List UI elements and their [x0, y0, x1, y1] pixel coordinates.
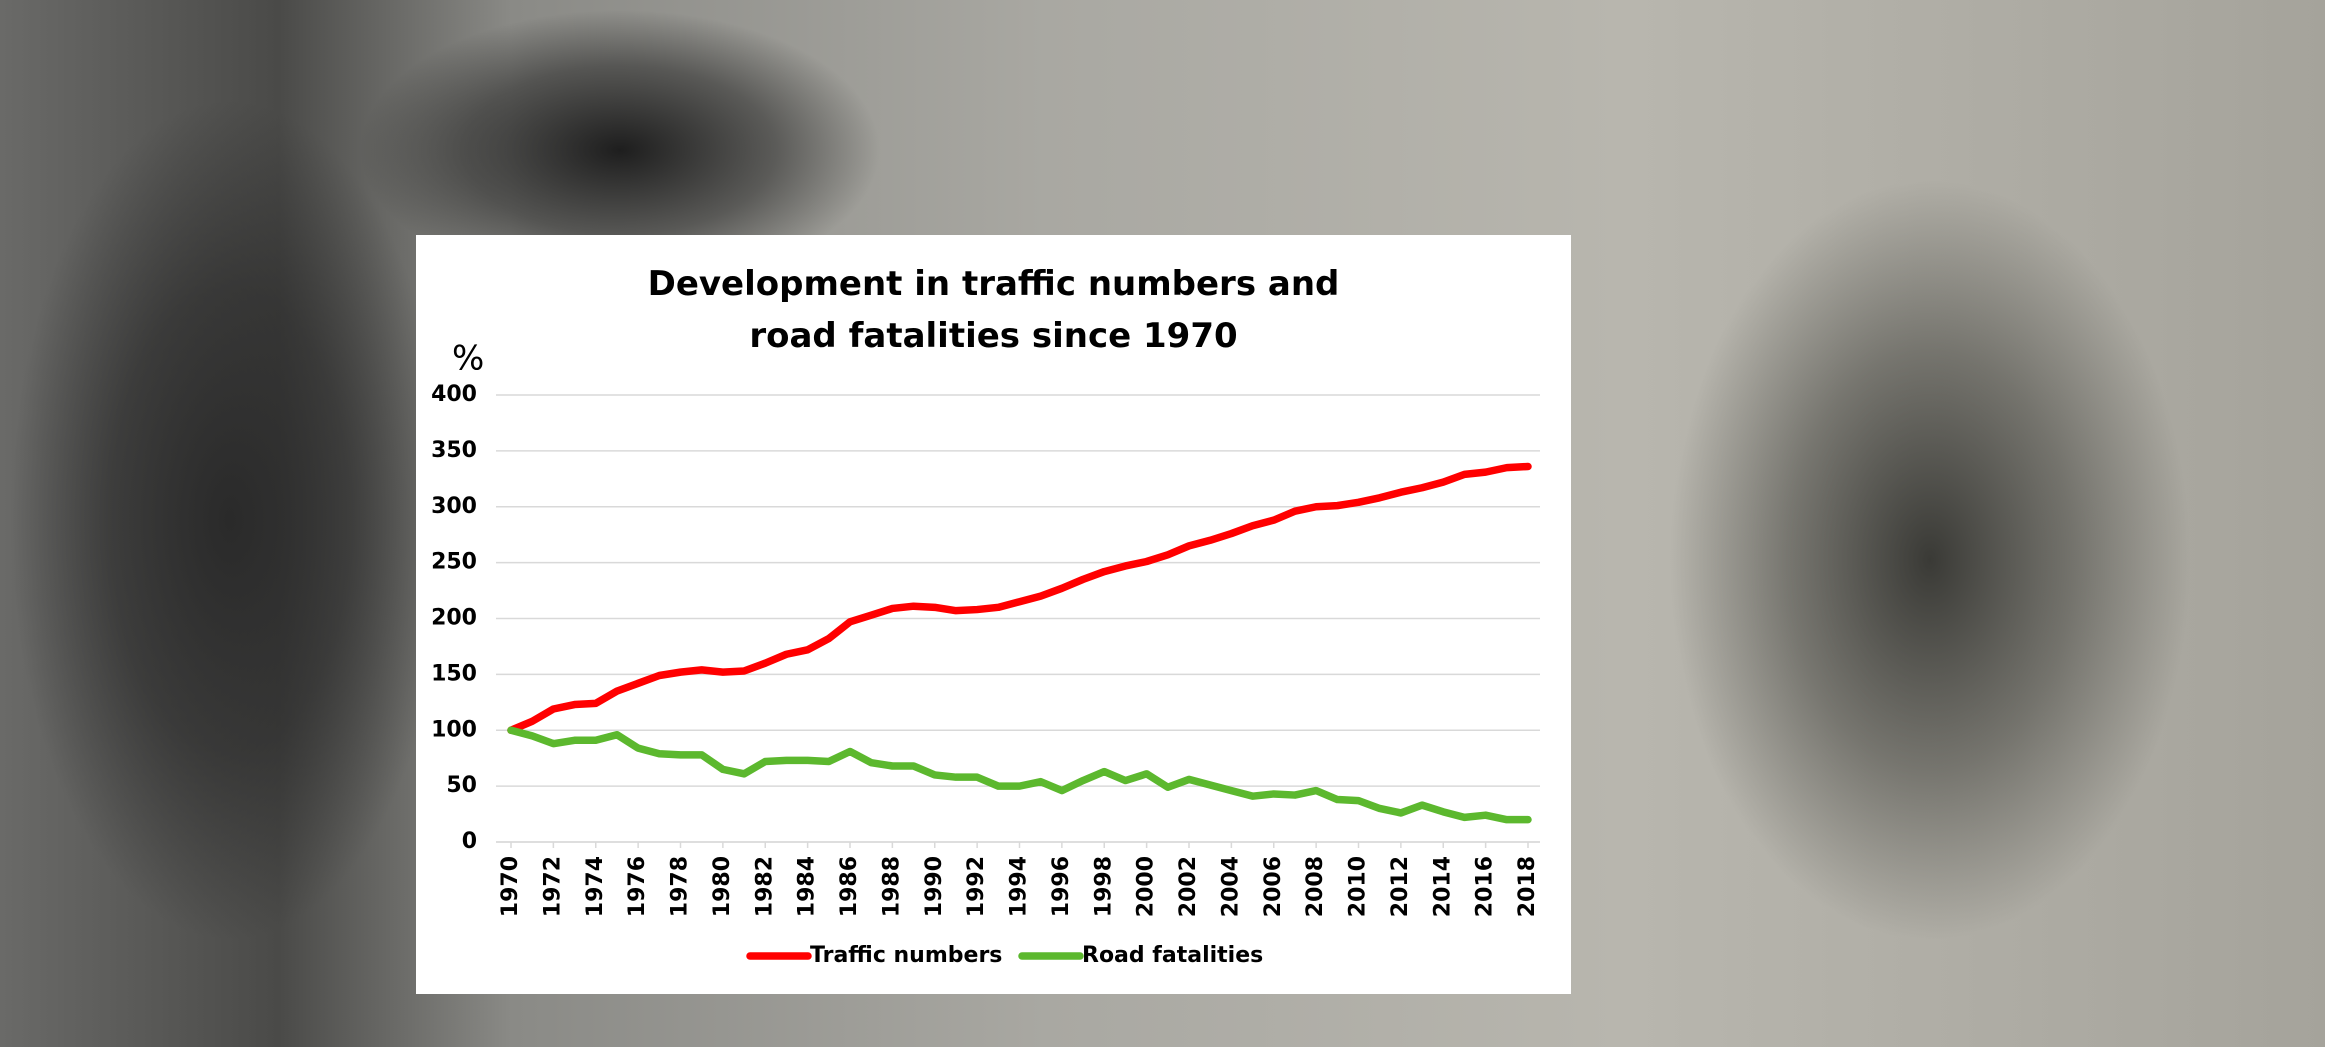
x-tick-label: 1970 — [498, 856, 523, 917]
x-tick-label: 1978 — [668, 856, 693, 917]
y-tick-label: 300 — [431, 494, 477, 519]
y-tick-label: 400 — [431, 382, 477, 407]
x-tick-label: 1976 — [625, 856, 650, 917]
x-tick-label: 2008 — [1303, 856, 1328, 917]
x-tick-label: 1982 — [752, 856, 777, 917]
legend-label: Road fatalities — [1082, 943, 1263, 968]
x-tick-label: 2016 — [1473, 856, 1498, 917]
page: % 05010015020025030035040019701972197419… — [0, 0, 2325, 1047]
x-tick-label: 2006 — [1261, 856, 1286, 917]
chart-title: Development in traffic numbers and road … — [416, 258, 1571, 362]
x-tick-label: 1980 — [710, 856, 735, 917]
x-tick-label: 2012 — [1388, 856, 1413, 917]
x-tick-label: 2018 — [1515, 856, 1540, 917]
x-tick-label: 1972 — [540, 856, 565, 917]
y-tick-label: 150 — [431, 661, 477, 686]
y-tick-label: 100 — [431, 717, 477, 742]
x-tick-label: 2004 — [1218, 856, 1243, 917]
y-tick-label: 50 — [446, 773, 477, 798]
y-tick-label: 250 — [431, 550, 477, 575]
x-tick-label: 1984 — [795, 856, 820, 917]
x-tick-label: 1998 — [1091, 856, 1116, 917]
x-tick-label: 1990 — [922, 856, 947, 917]
x-tick-label: 1992 — [964, 856, 989, 917]
x-tick-label: 1996 — [1049, 856, 1074, 917]
x-tick-label: 1974 — [583, 856, 608, 917]
legend-label: Traffic numbers — [810, 943, 1002, 968]
x-tick-label: 1988 — [879, 856, 904, 917]
chart: % 05010015020025030035040019701972197419… — [0, 0, 2325, 1047]
x-tick-label: 2002 — [1176, 856, 1201, 917]
y-tick-label: 350 — [431, 438, 477, 463]
x-tick-label: 2000 — [1134, 856, 1159, 917]
x-tick-label: 2014 — [1430, 856, 1455, 917]
x-tick-label: 2010 — [1346, 856, 1371, 917]
y-tick-label: 0 — [462, 829, 477, 854]
x-tick-label: 1994 — [1007, 856, 1032, 917]
x-tick-label: 1986 — [837, 856, 862, 917]
y-tick-label: 200 — [431, 606, 477, 631]
